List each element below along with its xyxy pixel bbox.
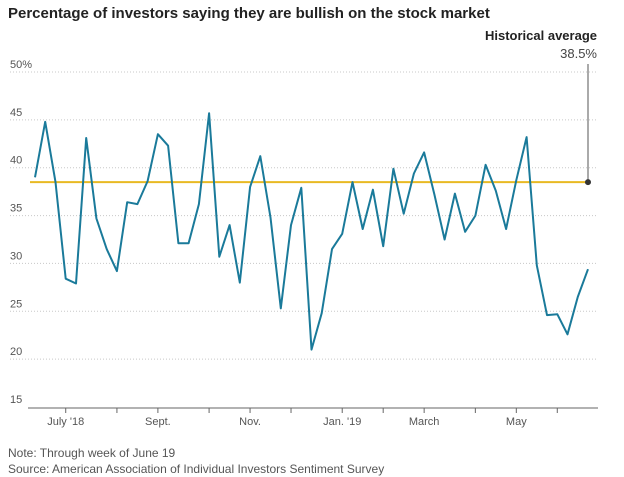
data-point <box>270 216 272 218</box>
x-tick-label: July '18 <box>47 416 84 428</box>
data-point <box>444 239 446 241</box>
grid-lines <box>10 71 598 360</box>
data-point <box>116 270 118 272</box>
data-point <box>147 180 149 182</box>
data-point <box>106 248 108 250</box>
y-tick-label-30: 30 <box>10 250 22 262</box>
data-point <box>433 194 435 196</box>
data-point <box>577 296 579 298</box>
data-point <box>167 145 169 147</box>
data-point <box>280 307 282 309</box>
data-point <box>454 193 456 195</box>
data-point <box>485 164 487 166</box>
data-point <box>474 215 476 217</box>
y-tick-label-40: 40 <box>10 155 22 167</box>
line-chart: 15 20 25 30 35 40 45 50% July '18 Sept. Nov. Jan. … <box>10 59 598 428</box>
y-tick-label-15: 15 <box>10 394 22 406</box>
data-point <box>300 187 302 189</box>
data-point <box>413 172 415 174</box>
data-point <box>34 176 36 178</box>
data-point <box>536 264 538 266</box>
historical-average-label: Historical average <box>484 28 597 43</box>
data-point <box>321 312 323 314</box>
data-point <box>239 282 241 284</box>
data-point <box>392 168 394 170</box>
data-point <box>198 203 200 205</box>
data-point <box>423 151 425 153</box>
data-point <box>526 136 528 138</box>
data-point <box>331 248 333 250</box>
data-point <box>54 181 56 183</box>
data-point <box>126 201 128 203</box>
data-point <box>567 333 569 335</box>
data-point <box>546 314 548 316</box>
data-point <box>505 228 507 230</box>
data-point <box>290 224 292 226</box>
x-tick-label: March <box>409 416 440 428</box>
data-point <box>372 189 374 191</box>
data-point <box>229 224 231 226</box>
data-point <box>95 217 97 219</box>
data-point <box>362 228 364 230</box>
x-tick-label: May <box>506 416 527 428</box>
data-point <box>249 186 251 188</box>
y-tick-label-25: 25 <box>10 298 22 310</box>
x-tick-label: Sept. <box>145 416 171 428</box>
data-point <box>208 112 210 114</box>
historical-average-value: 38.5% <box>560 46 597 61</box>
data-point <box>515 179 517 181</box>
y-tick-label-50: 50% <box>10 59 32 71</box>
average-marker <box>585 179 591 186</box>
x-tick-label: Nov. <box>239 416 261 428</box>
data-point <box>188 242 190 244</box>
data-point <box>177 242 179 244</box>
data-point <box>382 245 384 247</box>
data-point <box>157 133 159 135</box>
series-group <box>34 112 589 351</box>
footnote: Note: Through week of June 19 <box>8 446 176 460</box>
y-axis-ticks: 15 20 25 30 35 40 45 50% <box>10 59 32 406</box>
data-point <box>136 203 138 205</box>
series-line <box>34 112 589 351</box>
x-axis: July '18 Sept. Nov. Jan. '19 March May <box>28 407 598 428</box>
data-point <box>403 213 405 215</box>
data-point <box>464 231 466 233</box>
data-point <box>44 121 46 123</box>
y-tick-label-20: 20 <box>10 346 22 358</box>
data-point <box>495 190 497 192</box>
source-note: Source: American Association of Individu… <box>8 462 385 476</box>
data-point <box>65 278 67 280</box>
data-point <box>311 349 313 351</box>
data-point <box>75 283 77 285</box>
average-marker-group <box>585 64 591 186</box>
data-point <box>351 181 353 183</box>
x-tick-label: Jan. '19 <box>323 416 361 428</box>
data-point <box>85 137 87 139</box>
data-point <box>218 256 220 258</box>
y-tick-label-45: 45 <box>10 107 22 119</box>
data-point <box>341 233 343 235</box>
chart-title: Percentage of investors saying they are … <box>8 5 490 22</box>
y-tick-label-35: 35 <box>10 203 22 215</box>
data-point <box>259 155 261 157</box>
data-point <box>587 268 589 270</box>
data-point <box>556 313 558 315</box>
